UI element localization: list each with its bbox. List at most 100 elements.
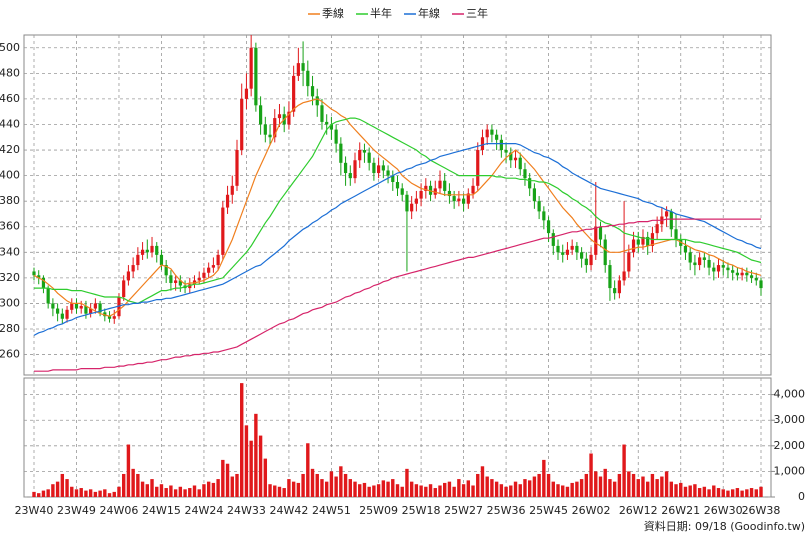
- volume-bar: [509, 485, 513, 497]
- candle-body: [315, 96, 319, 106]
- y-tick-label: 400: [0, 169, 20, 182]
- volume-bar: [745, 489, 749, 497]
- candle-body: [457, 198, 461, 202]
- volume-bar: [235, 473, 239, 497]
- volume-bar: [561, 485, 565, 497]
- candle-body: [622, 271, 626, 281]
- candle-body: [136, 254, 140, 266]
- candle-body: [339, 143, 343, 163]
- candle-body: [32, 271, 36, 276]
- volume-bar: [258, 435, 263, 497]
- volume-bar: [452, 486, 456, 497]
- candle-body: [749, 275, 754, 278]
- volume-bar: [136, 473, 140, 497]
- candle-body: [174, 280, 178, 283]
- volume-bar: [291, 481, 296, 497]
- candle-body: [268, 134, 272, 138]
- candle-body: [65, 309, 69, 319]
- volume-bar: [513, 481, 518, 497]
- volume-bar: [65, 479, 69, 497]
- candle-body: [655, 224, 659, 234]
- candle-body: [716, 265, 721, 272]
- candle-body: [235, 150, 239, 186]
- candle-body: [93, 303, 97, 309]
- candle-body: [754, 277, 758, 281]
- volume-bar: [324, 481, 329, 497]
- candle-body: [447, 190, 452, 197]
- candle-body: [74, 303, 79, 309]
- x-tick-label: 23W40: [15, 504, 54, 517]
- volume-bar: [51, 484, 55, 497]
- candle-body: [721, 265, 725, 268]
- candle-body: [410, 203, 414, 212]
- volume-bar: [60, 473, 65, 497]
- candle-body: [636, 239, 640, 245]
- candle-body: [608, 265, 612, 289]
- volume-bar: [457, 479, 461, 497]
- volume-bar: [37, 493, 41, 497]
- volume-bar: [433, 488, 437, 497]
- volume-bar: [485, 476, 489, 497]
- volume-bar: [716, 488, 721, 497]
- candle-body: [405, 194, 409, 212]
- legend-label: 三年: [466, 6, 488, 20]
- y-tick-label: 460: [0, 92, 20, 105]
- volume-bar: [348, 479, 352, 497]
- volume-bar: [518, 484, 522, 497]
- volume-bar: [438, 485, 442, 497]
- volume-bar: [306, 443, 310, 497]
- candle-body: [292, 75, 296, 112]
- candle-body: [702, 257, 706, 260]
- candle-body: [254, 47, 258, 106]
- y-tick-label: 480: [0, 66, 20, 79]
- volume-bar: [542, 459, 546, 497]
- candle-body: [745, 272, 749, 276]
- volume-bar: [617, 473, 622, 497]
- volume-bar: [178, 486, 183, 497]
- candle-body: [518, 157, 522, 170]
- candle-body: [603, 239, 607, 266]
- candle-body: [419, 190, 423, 199]
- candle-body: [546, 220, 551, 234]
- volume-bar: [683, 486, 688, 497]
- volume-bar: [466, 480, 471, 497]
- volume-bar: [391, 479, 395, 497]
- candle-body: [598, 226, 603, 240]
- candle-body: [759, 280, 763, 289]
- volume-bar: [150, 479, 154, 497]
- volume-bar: [707, 489, 711, 497]
- candle-body: [726, 267, 730, 271]
- volume-bar: [636, 479, 640, 497]
- volume-bar: [669, 481, 674, 497]
- candle-body: [310, 86, 315, 97]
- volume-bar: [117, 486, 121, 497]
- y-tick-label: 440: [0, 117, 20, 130]
- candle-body: [674, 229, 678, 240]
- volume-bar: [107, 493, 112, 497]
- candle-body: [79, 305, 83, 309]
- candle-body: [414, 198, 418, 204]
- volume-bar: [598, 476, 603, 497]
- volume-bar: [145, 484, 149, 497]
- volume-bar: [697, 488, 702, 497]
- candle-body: [513, 157, 518, 161]
- volume-tick-label: 0: [798, 490, 805, 503]
- volume-bar: [334, 476, 338, 497]
- candle-body: [221, 207, 225, 255]
- candle-body: [334, 129, 338, 144]
- volume-bar: [650, 473, 655, 497]
- volume-bar: [103, 489, 107, 497]
- volume-bar: [192, 485, 197, 497]
- volume-bar: [443, 482, 447, 497]
- volume-bar: [386, 481, 390, 497]
- ma-line: [34, 218, 761, 372]
- candle-body: [438, 180, 442, 189]
- volume-bar: [759, 486, 763, 497]
- volume-bar: [315, 473, 319, 497]
- candle-body: [575, 245, 579, 253]
- volume-bar: [273, 485, 277, 497]
- volume-tick-label: 2,000: [774, 439, 806, 452]
- y-tick-label: 280: [0, 322, 20, 335]
- x-tick-label: 26W21: [661, 504, 700, 517]
- candle-body: [735, 272, 739, 276]
